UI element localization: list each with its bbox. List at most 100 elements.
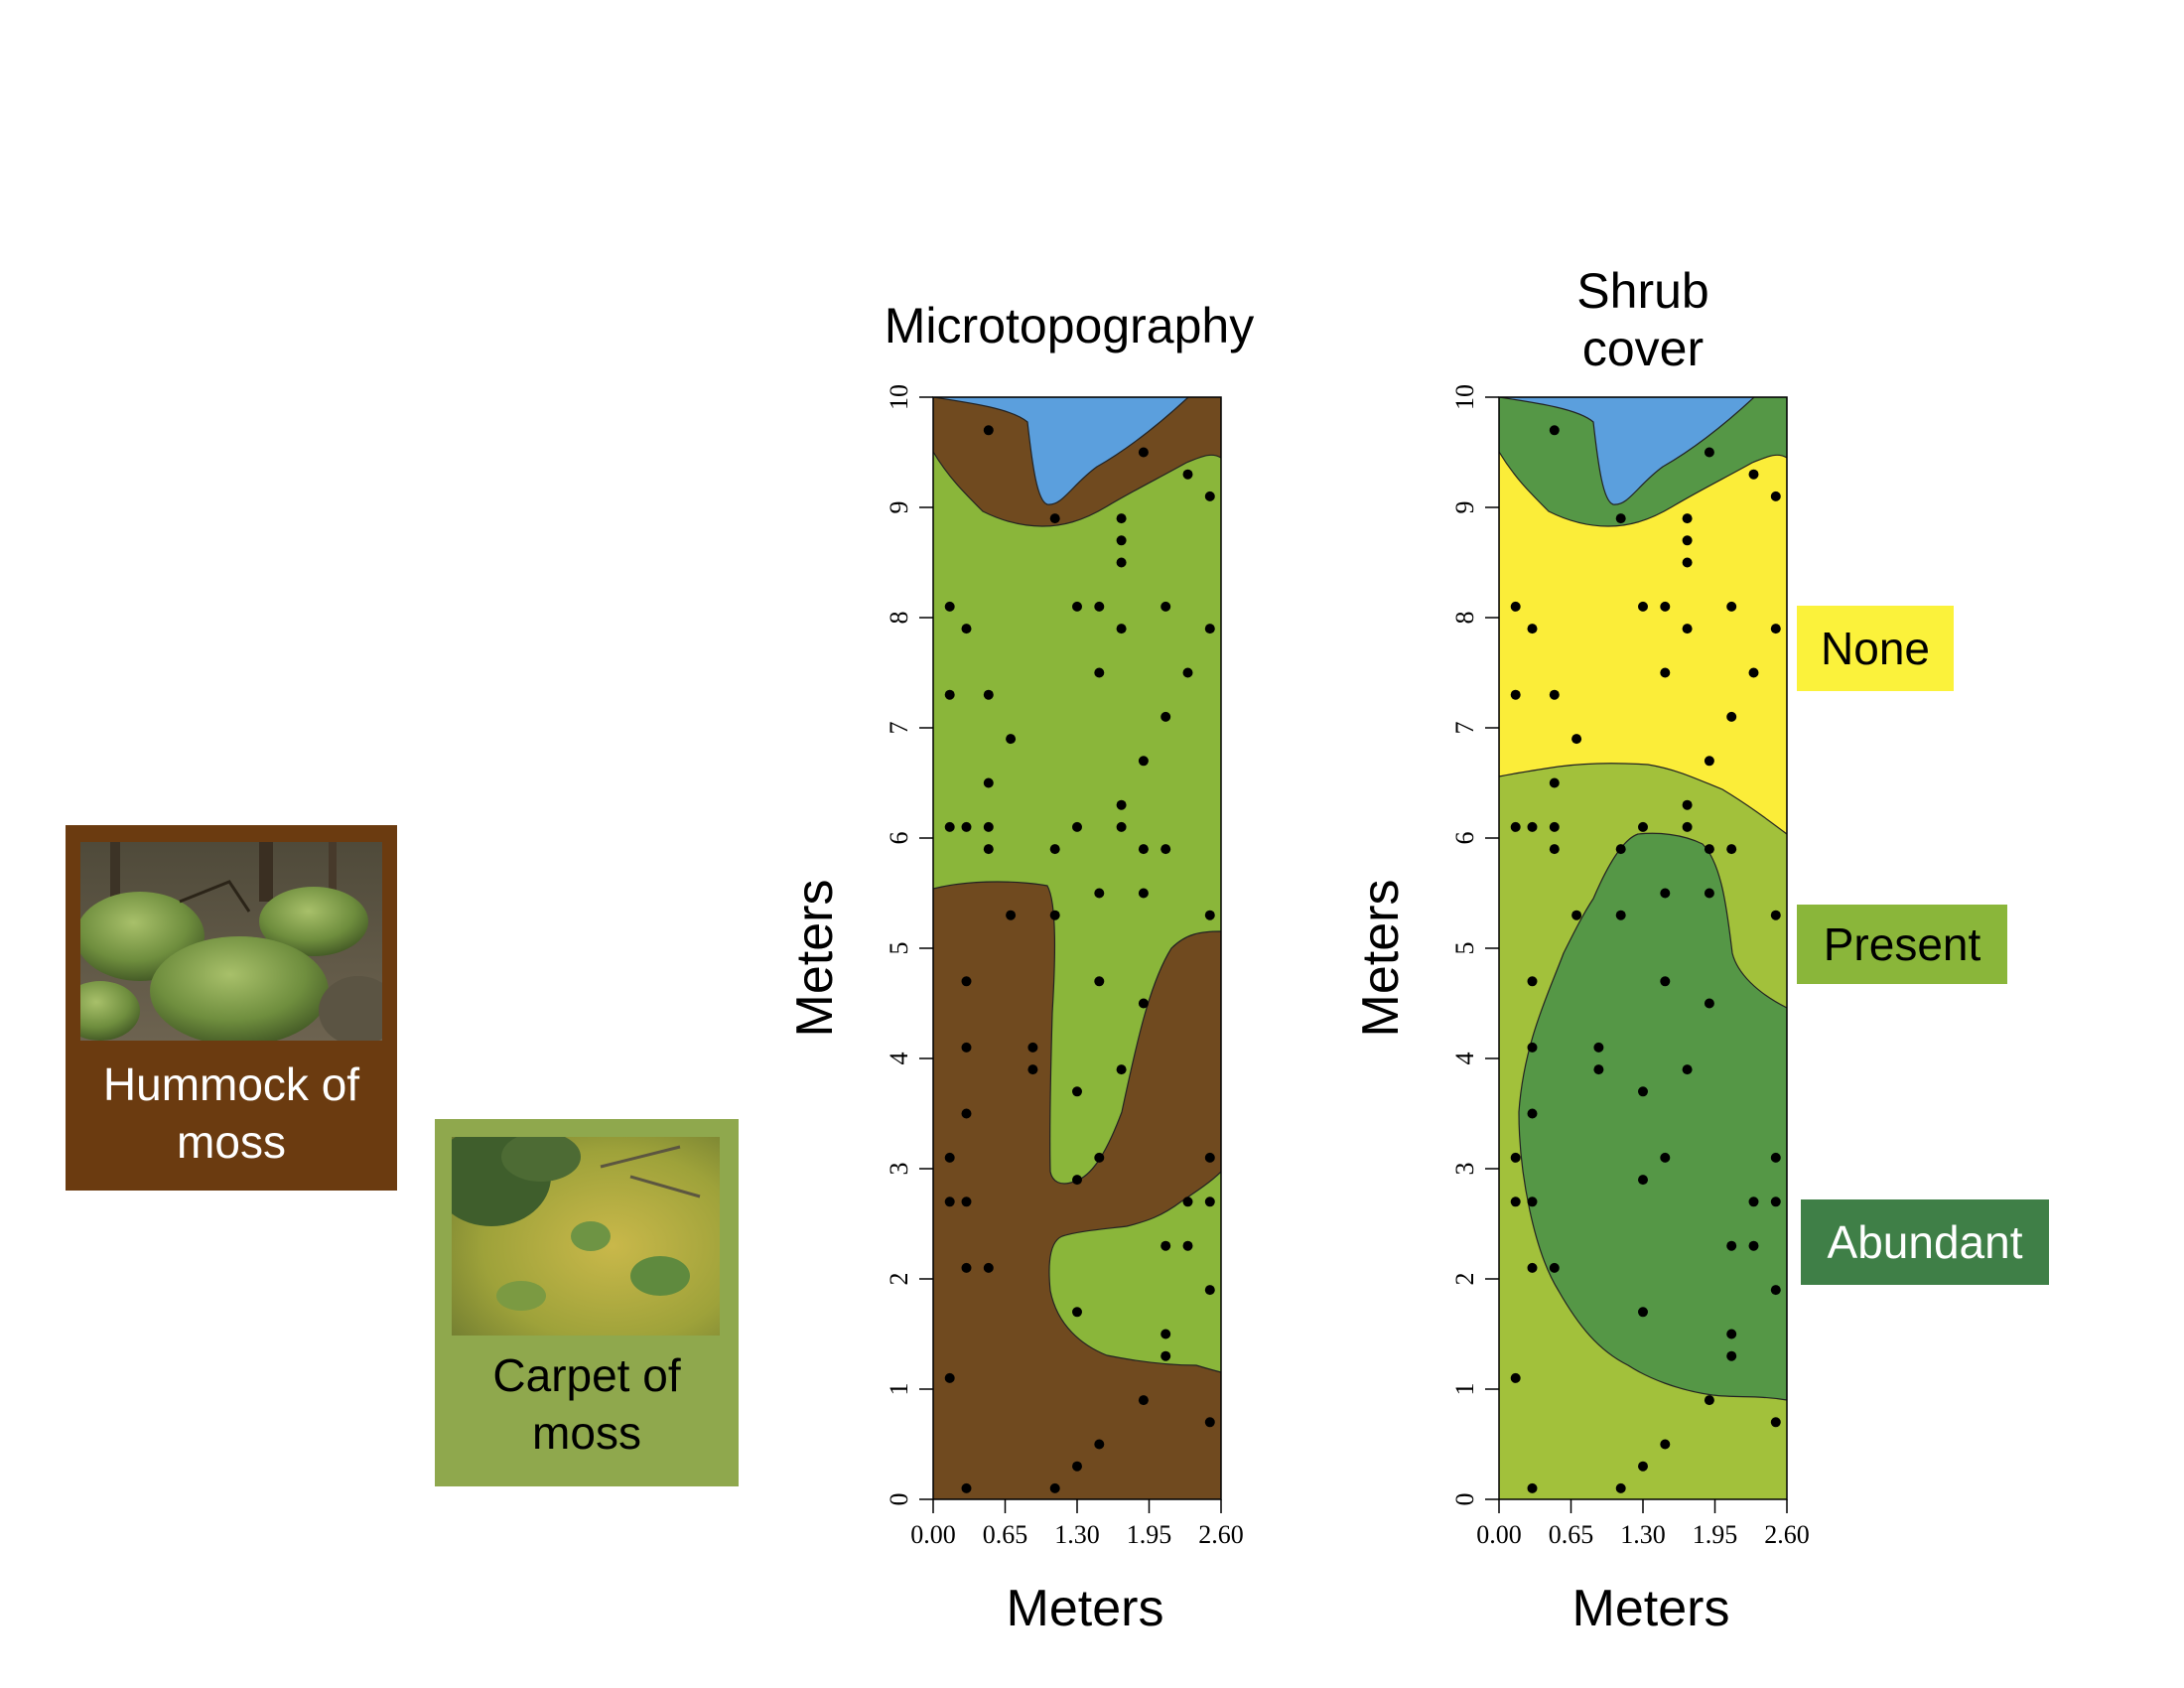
hummock-photo [80,842,382,1041]
data-point [1726,1329,1737,1339]
y-tick-label: 7 [1450,722,1479,735]
y-tick-label: 5 [1450,942,1479,955]
shrub-cover-xlabel: Meters [1572,1580,1730,1637]
data-point [961,821,972,832]
data-point [1704,1395,1714,1406]
y-tick-label: 5 [885,942,913,955]
data-point [1638,1461,1648,1472]
data-point [1527,1042,1538,1053]
y-tick-label: 0 [1450,1493,1479,1506]
data-point [944,1196,955,1207]
data-point [944,1152,955,1163]
data-point [1748,667,1759,678]
carpet-of-moss-card: Carpet of moss [435,1119,739,1486]
data-point [1049,844,1060,855]
hummock-caption: Hummock of moss [102,1058,360,1168]
x-tick-label: 2.60 [1764,1520,1810,1549]
data-point [1072,601,1082,612]
data-point [1571,734,1582,745]
shrub-cover-title: Shrub cover [1576,263,1708,376]
data-point [1748,469,1759,480]
data-point [1660,1152,1671,1163]
data-point [1204,1152,1215,1163]
data-point [1615,1482,1626,1493]
data-point [1704,844,1714,855]
microtopography-points [944,425,1215,1493]
data-point [1116,624,1127,634]
x-tick-label: 0.65 [1549,1520,1594,1549]
x-tick-label: 1.95 [1127,1520,1172,1549]
x-tick-label: 0.00 [910,1520,956,1549]
y-tick-label: 6 [1450,832,1479,845]
data-point [983,821,994,832]
data-point [1748,1196,1759,1207]
data-point [1660,976,1671,987]
data-point [1160,1240,1171,1251]
microtopography-title: Microtopography [885,298,1254,353]
y-tick-label: 3 [1450,1163,1479,1176]
data-point [1072,1175,1082,1186]
y-tick-label: 9 [1450,501,1479,514]
data-point [1094,601,1105,612]
data-point [1549,821,1560,832]
shrub-cover-x-ticks: 0.00 0.65 1.30 1.95 2.60 [1476,1499,1810,1549]
microtopography-x-ticks: 0.00 0.65 1.30 1.95 2.60 [910,1499,1244,1549]
microtopography-y-ticks: 0 1 2 3 4 5 6 7 8 9 10 [885,384,933,1506]
y-tick-label: 6 [885,832,913,845]
microtopography-xlabel: Meters [1007,1580,1164,1637]
data-point [1527,1482,1538,1493]
data-point [1116,1064,1127,1075]
data-point [961,624,972,634]
shrub-cover-y-ticks: 0 1 2 3 4 5 6 7 8 9 10 [1450,384,1499,1506]
data-point [1160,601,1171,612]
data-point [1770,1417,1781,1428]
microtopography-ylabel: Meters [786,880,844,1038]
data-point [1204,910,1215,920]
data-point [1116,821,1127,832]
y-tick-label: 9 [885,501,913,514]
data-point [1638,821,1648,832]
data-point [961,976,972,987]
data-point [1770,491,1781,501]
shrub-cover-ylabel: Meters [1352,880,1410,1038]
data-point [1204,491,1215,501]
data-point [1116,535,1127,546]
data-point [1770,910,1781,920]
data-point [1160,844,1171,855]
data-point [1660,667,1671,678]
data-point [1072,821,1082,832]
data-point [1138,998,1149,1009]
data-point [1682,821,1693,832]
y-tick-label: 0 [885,1493,913,1506]
data-point [1138,888,1149,899]
data-point [983,689,994,700]
data-point [1006,910,1017,920]
data-point [1094,888,1105,899]
y-tick-label: 2 [885,1273,913,1286]
data-point [1638,1086,1648,1097]
data-point [1182,1240,1193,1251]
data-point [944,1372,955,1383]
data-point [1204,1196,1215,1207]
y-tick-label: 8 [885,612,913,625]
data-point [1704,756,1714,767]
data-point [1682,513,1693,524]
data-point [983,425,994,436]
y-tick-label: 10 [885,384,913,410]
data-point [1704,998,1714,1009]
data-point [1748,1240,1759,1251]
y-tick-label: 1 [1450,1383,1479,1396]
data-point [1770,1152,1781,1163]
data-point [1726,1240,1737,1251]
data-point [1510,821,1521,832]
data-point [1704,447,1714,458]
data-point [1160,1350,1171,1361]
y-tick-label: 10 [1450,384,1479,410]
y-tick-label: 4 [1450,1053,1479,1065]
data-point [1770,624,1781,634]
data-point [1549,844,1560,855]
data-point [1527,976,1538,987]
data-point [1660,1439,1671,1450]
data-point [1510,1196,1521,1207]
x-tick-label: 1.95 [1693,1520,1738,1549]
